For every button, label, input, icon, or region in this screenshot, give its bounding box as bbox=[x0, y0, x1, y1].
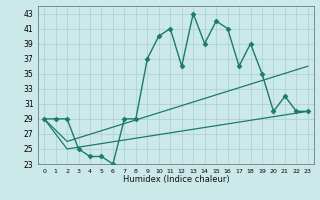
X-axis label: Humidex (Indice chaleur): Humidex (Indice chaleur) bbox=[123, 175, 229, 184]
